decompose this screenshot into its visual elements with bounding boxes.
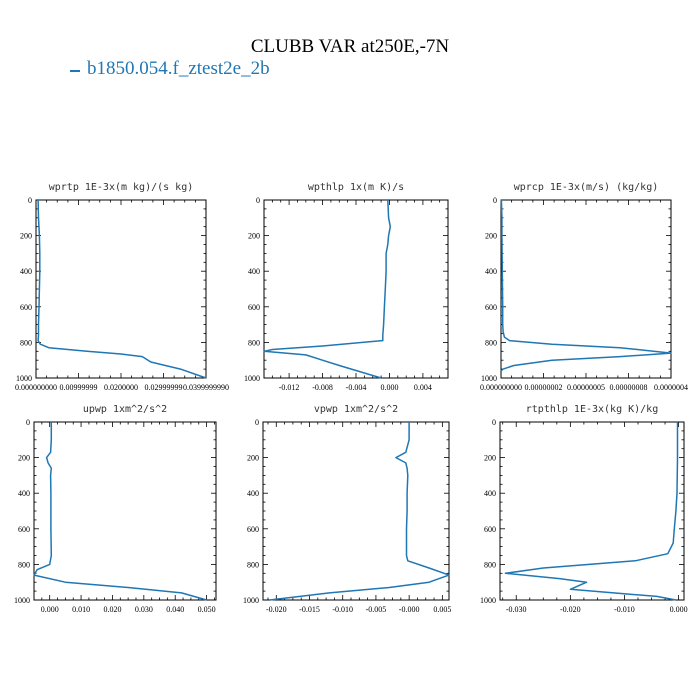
x-tick-label: 0.00000002 — [525, 383, 563, 392]
y-tick-label: 600 — [484, 525, 496, 534]
plot-frame — [35, 199, 207, 379]
y-tick-label: 800 — [247, 560, 259, 569]
panel-title: upwp 1xm^2/s^2 — [83, 404, 167, 415]
plot-frame — [33, 421, 217, 601]
x-tick-label: 0.040 — [166, 605, 184, 614]
y-tick-label: 400 — [484, 489, 496, 498]
x-tick-label: 0.000000000 — [480, 383, 522, 392]
y-tick-label: 400 — [20, 267, 32, 276]
y-tick-label: 1000 — [480, 596, 496, 605]
x-tick-label: -0.012 — [279, 383, 300, 392]
y-tick-label: 800 — [20, 338, 32, 347]
x-tick-label: 0.000000000 — [15, 383, 57, 392]
series-line — [269, 422, 450, 601]
y-tick-label: 0 — [28, 196, 32, 205]
y-tick-label: 200 — [18, 454, 30, 463]
y-tick-label: 1000 — [243, 596, 259, 605]
y-tick-label: 0 — [256, 196, 260, 205]
x-tick-label: 0.030 — [135, 605, 153, 614]
series-line — [500, 199, 672, 372]
x-tick-label: 0.00000005 — [567, 383, 605, 392]
x-tick-label: 0.004 — [414, 383, 432, 392]
x-tick-label: -0.030 — [506, 605, 527, 614]
y-tick-label: 400 — [485, 267, 497, 276]
panel-title: wpthlp 1x(m K)/s — [308, 182, 404, 193]
y-tick-label: 1000 — [481, 374, 497, 383]
plot-frame — [263, 199, 449, 379]
x-tick-label: 0.02999999 — [145, 383, 183, 392]
plot-frame — [262, 421, 450, 601]
y-tick-label: 0 — [493, 196, 497, 205]
series-line — [263, 199, 392, 379]
y-tick-label: 200 — [248, 232, 260, 241]
y-tick-label: 400 — [248, 267, 260, 276]
x-tick-label: -0.010 — [332, 605, 353, 614]
legend-label: b1850.054.f_ztest2e_2b — [87, 58, 270, 79]
x-tick-label: -0.004 — [346, 383, 367, 392]
series-line — [504, 422, 679, 601]
legend-line-swatch — [70, 70, 80, 72]
y-tick-label: 200 — [20, 232, 32, 241]
series-line — [37, 199, 207, 379]
y-tick-label: 200 — [247, 454, 259, 463]
chart-panel-1: wprtp 1E-3x(m kg)/(s kg) 0 200 400 600 800 100… — [15, 182, 229, 392]
series-line — [33, 422, 207, 601]
y-tick-label: 600 — [485, 303, 497, 312]
panel-title: vpwp 1xm^2/s^2 — [314, 404, 398, 415]
y-tick-label: 1000 — [244, 374, 260, 383]
y-tick-label: 0 — [492, 418, 496, 427]
x-tick-label: 0.00000008 — [610, 383, 648, 392]
x-tick-label: 0.050 — [198, 605, 216, 614]
x-tick-label: -0.008 — [312, 383, 333, 392]
chart-panel-2: wpthlp 1x(m K)/s 0 200 400 600 800 1000 -0.012 -… — [244, 182, 449, 392]
chart-panel-4: upwp 1xm^2/s^2 0 200 400 600 800 1000 0.000 0.01… — [14, 404, 217, 614]
x-tick-label: -0.015 — [299, 605, 320, 614]
y-tick-label: 0 — [26, 418, 30, 427]
x-tick-label: 0.020 — [103, 605, 121, 614]
y-tick-label: 400 — [247, 489, 259, 498]
chart-panel-5: vpwp 1xm^2/s^2 0 200 400 600 800 1000 -0.020 -0.… — [243, 404, 451, 614]
chart-panel-3: wprcp 1E-3x(m/s) (kg/kg) 0 200 400 600 800 100… — [480, 182, 688, 392]
y-tick-label: 600 — [247, 525, 259, 534]
y-tick-label: 1000 — [14, 596, 30, 605]
y-tick-label: 400 — [18, 489, 30, 498]
y-tick-label: 0 — [255, 418, 259, 427]
y-tick-label: 800 — [485, 338, 497, 347]
y-tick-label: 600 — [18, 525, 30, 534]
x-tick-label: 0.0200000 — [104, 383, 138, 392]
x-tick-label: 0.0000004 — [654, 383, 688, 392]
panel-title: rtpthlp 1E-3x(kg K)/kg — [526, 404, 658, 415]
panel-title: wprcp 1E-3x(m/s) (kg/kg) — [514, 182, 659, 193]
y-tick-label: 200 — [484, 454, 496, 463]
x-tick-label: -0.010 — [614, 605, 635, 614]
x-tick-label: 0.000 — [380, 383, 398, 392]
x-tick-label: -0.005 — [366, 605, 387, 614]
chart-panel-6: rtpthlp 1E-3x(kg K)/kg 0 200 400 600 800 1000 -… — [480, 404, 688, 614]
x-tick-label: -0.020 — [560, 605, 581, 614]
y-tick-label: 200 — [485, 232, 497, 241]
y-tick-label: 600 — [20, 303, 32, 312]
y-tick-label: 800 — [484, 560, 496, 569]
x-tick-label: 0.005 — [433, 605, 451, 614]
y-tick-label: 800 — [18, 560, 30, 569]
x-tick-label: -0.000 — [399, 605, 420, 614]
plot-frame — [499, 421, 685, 601]
x-tick-label: 0.0399999990 — [183, 383, 229, 392]
y-tick-label: 600 — [248, 303, 260, 312]
x-tick-label: 0.010 — [72, 605, 90, 614]
y-tick-label: 1000 — [16, 374, 32, 383]
x-tick-label: 0.000 — [670, 605, 688, 614]
x-tick-label: 0.00999999 — [60, 383, 98, 392]
y-tick-label: 800 — [248, 338, 260, 347]
panel-title: wprtp 1E-3x(m kg)/(s kg) — [49, 182, 194, 193]
x-tick-label: 0.000 — [41, 605, 59, 614]
plot-frame — [500, 199, 672, 379]
x-tick-label: -0.020 — [266, 605, 287, 614]
page-title: CLUBB VAR at250E,-7N — [250, 36, 450, 57]
